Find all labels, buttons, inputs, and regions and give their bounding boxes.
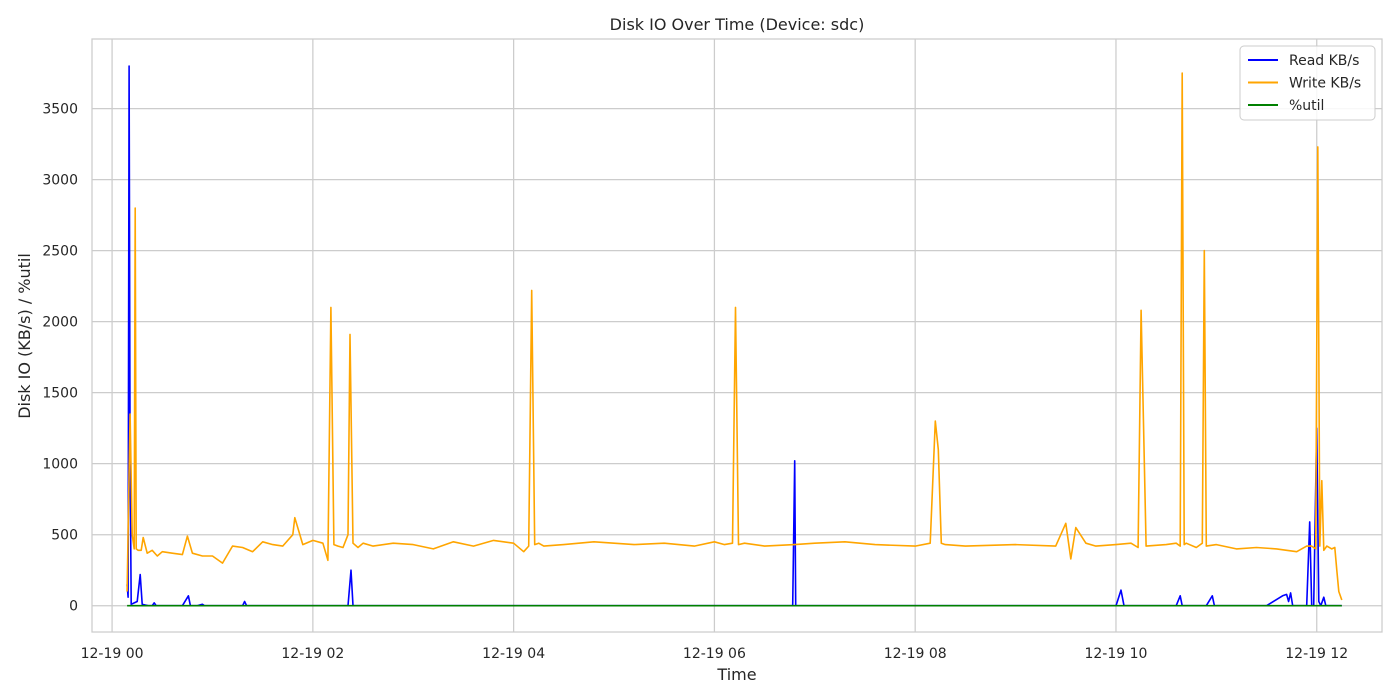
grid-layer <box>92 39 1382 632</box>
legend-label: %util <box>1289 98 1324 114</box>
chart-title: Disk IO Over Time (Device: sdc) <box>610 15 865 34</box>
y-tick-label: 1000 <box>42 457 78 473</box>
tick-layer: 12-19 00 12-19 02 12-19 04 12-19 06 12-19 08… <box>42 102 1348 662</box>
x-tick-label: 12-19 00 <box>81 646 144 662</box>
x-tick-label: 12-19 10 <box>1084 646 1147 662</box>
legend-label: Read KB/s <box>1289 53 1359 69</box>
x-tick-label: 12-19 06 <box>683 646 746 662</box>
x-tick-label: 12-19 08 <box>884 646 947 662</box>
series-line-write-kb-s <box>126 72 1343 601</box>
legend-box <box>1239 45 1376 121</box>
legend: Read KB/s Write KB/s %util <box>1239 45 1376 121</box>
x-axis-title: Time <box>716 665 756 684</box>
y-tick-label: 500 <box>51 528 78 544</box>
y-axis-title: Disk IO (KB/s) / %util <box>15 253 34 419</box>
y-tick-label: 2000 <box>42 315 78 331</box>
x-tick-label: 12-19 04 <box>482 646 545 662</box>
y-tick-label: 2500 <box>42 244 78 260</box>
legend-label: Write KB/s <box>1289 76 1361 92</box>
y-tick-label: 1500 <box>42 386 78 402</box>
x-tick-label: 12-19 12 <box>1285 646 1348 662</box>
x-tick-label: 12-19 02 <box>281 646 344 662</box>
plot-frame <box>91 38 1383 633</box>
y-tick-label: 3500 <box>42 102 78 118</box>
y-tick-label: 0 <box>69 599 78 615</box>
series-layer <box>126 65 1343 607</box>
y-tick-label: 3000 <box>42 173 78 189</box>
